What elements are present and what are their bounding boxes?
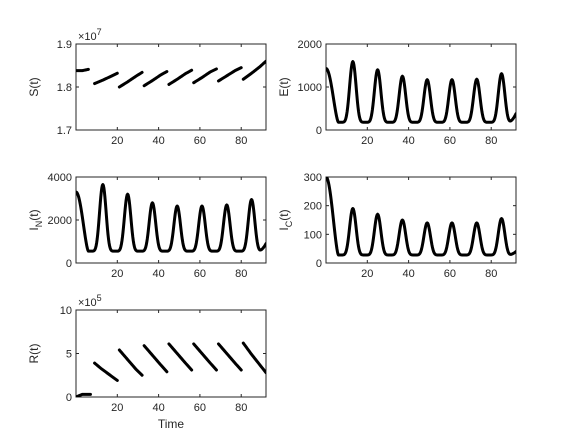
x-tick-label: 60 xyxy=(194,135,206,147)
series-line-s-0 xyxy=(76,67,90,73)
x-tick-label: 40 xyxy=(152,135,164,147)
series-line-r-4 xyxy=(167,342,194,372)
x-tick-label: 40 xyxy=(152,402,164,414)
x-tick-label: 80 xyxy=(235,402,247,414)
plot-frame-r xyxy=(75,309,267,398)
series-line-r-2 xyxy=(117,348,144,377)
y-tick-label: 5 xyxy=(66,349,72,361)
series-line-s-5 xyxy=(192,67,218,85)
y-axis-label-main: I xyxy=(27,227,41,230)
x-tick-label: 40 xyxy=(152,268,164,280)
axis-exponent: ×105 xyxy=(78,293,102,309)
y-tick-label: 0 xyxy=(66,258,72,270)
panel-ic: 20 40 60 80 0 100 200 300 IC(t) xyxy=(277,172,517,280)
x-tick-label: 20 xyxy=(361,135,373,147)
x-axis-label: Time xyxy=(158,417,185,431)
y-axis-label-main: I xyxy=(277,227,291,230)
y-tick-label: 200 xyxy=(304,201,322,213)
y-tick-label: 300 xyxy=(304,172,322,184)
series-line-r-3 xyxy=(142,344,169,374)
x-tick-label: 40 xyxy=(402,268,414,280)
y-tick-label: 2000 xyxy=(48,215,72,227)
series-line-r-7 xyxy=(241,341,266,375)
series-line-e-0 xyxy=(326,60,516,124)
x-tick-label: 20 xyxy=(111,268,123,280)
y-axis-label: IC(t) xyxy=(277,209,294,230)
y-axis-label-suffix: (t) xyxy=(27,209,41,220)
y-tick-label: 0 xyxy=(316,125,322,137)
axis-exponent-base: ×10 xyxy=(78,297,97,309)
x-tick-label: 60 xyxy=(194,268,206,280)
y-axis-label-suffix: (t) xyxy=(277,209,291,220)
x-tick-label: 80 xyxy=(235,135,247,147)
series-line-s-2 xyxy=(117,70,144,89)
panel-in: 20 40 60 80 0 2000 4000 IN(t) xyxy=(27,172,267,280)
series-line-r-1 xyxy=(93,361,119,382)
panel-s: 20 40 60 80 1.7 1.8 1.9 S(t) ×107 xyxy=(27,27,267,147)
x-tick-label: 60 xyxy=(444,135,456,147)
y-axis-label: E(t) xyxy=(277,77,291,96)
axis-exponent: ×107 xyxy=(78,27,102,43)
x-tick-label: 80 xyxy=(485,268,497,280)
x-tick-label: 20 xyxy=(361,268,373,280)
series-line-ic-0 xyxy=(326,177,516,257)
series-line-s-6 xyxy=(217,66,243,83)
y-tick-label: 1.9 xyxy=(57,39,72,51)
series-line-s-3 xyxy=(142,70,169,88)
y-tick-label: 2000 xyxy=(298,39,322,51)
x-tick-label: 60 xyxy=(444,268,456,280)
series-line-r-5 xyxy=(192,342,218,372)
y-tick-label: 10 xyxy=(60,305,72,317)
series-line-r-0 xyxy=(76,392,92,397)
y-axis-label: IN(t) xyxy=(27,209,44,230)
y-axis-label-subscript: C xyxy=(284,220,294,227)
series-line-s-4 xyxy=(167,68,194,86)
plot-frame-s xyxy=(75,43,267,131)
series-line-in-0 xyxy=(76,183,266,253)
axis-exponent-base: ×10 xyxy=(78,31,97,43)
axis-exponent-power: 5 xyxy=(97,293,102,303)
series-line-s-1 xyxy=(93,71,119,86)
y-tick-label: 100 xyxy=(304,229,322,241)
y-tick-label: 0 xyxy=(66,392,72,404)
y-axis-label: R(t) xyxy=(27,344,41,364)
y-tick-label: 0 xyxy=(316,258,322,270)
y-axis-label: S(t) xyxy=(27,77,41,96)
x-tick-label: 80 xyxy=(485,135,497,147)
y-tick-label: 4000 xyxy=(48,172,72,184)
y-tick-label: 1.8 xyxy=(57,82,72,94)
y-tick-label: 1000 xyxy=(298,82,322,94)
x-tick-label: 60 xyxy=(194,402,206,414)
axis-exponent-power: 7 xyxy=(97,27,102,37)
x-tick-label: 20 xyxy=(111,135,123,147)
series-line-s-7 xyxy=(241,59,266,81)
y-tick-label: 1.7 xyxy=(57,125,72,137)
x-tick-label: 20 xyxy=(111,402,123,414)
x-tick-label: 80 xyxy=(235,268,247,280)
series-line-r-6 xyxy=(217,342,243,372)
x-tick-label: 40 xyxy=(402,135,414,147)
panel-e: 20 40 60 80 0 1000 2000 E(t) xyxy=(277,39,517,147)
y-axis-label-subscript: N xyxy=(34,221,44,228)
